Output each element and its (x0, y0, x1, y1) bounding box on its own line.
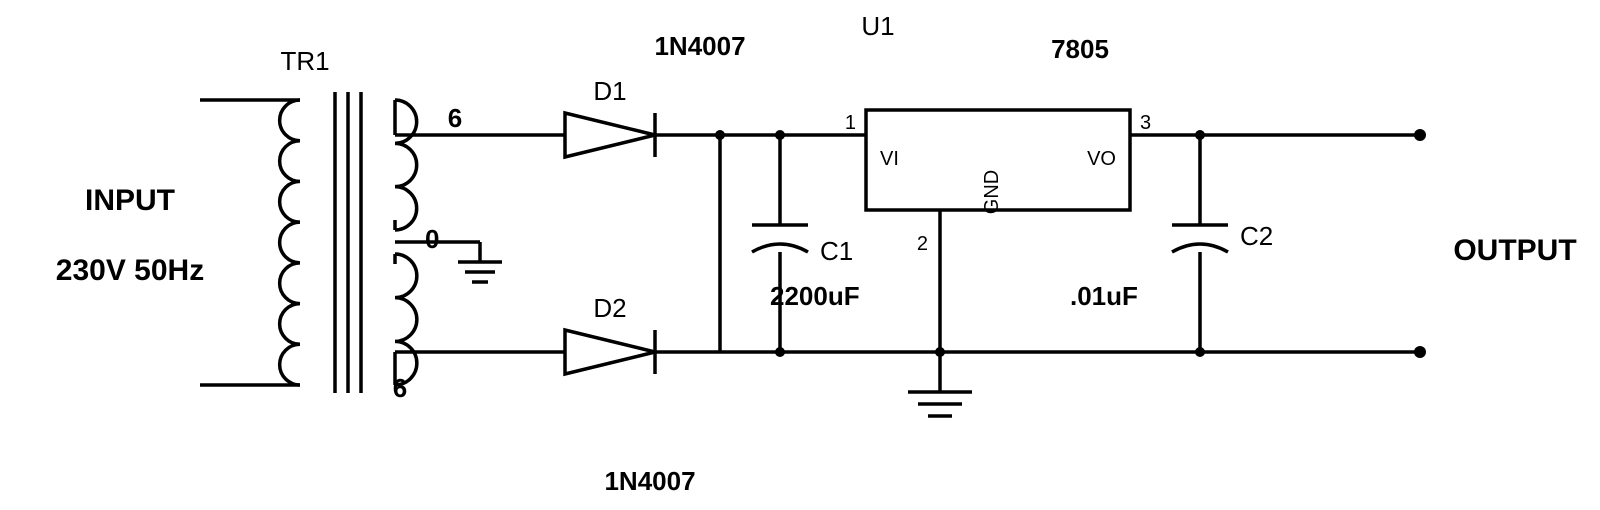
input-rating: 230V 50Hz (56, 254, 204, 287)
c1-val: 2200uF (770, 281, 860, 311)
input-title: INPUT (85, 184, 175, 217)
c1-ref: C1 (820, 236, 853, 266)
u1-vi: VI (880, 148, 899, 170)
pin1: 1 (845, 112, 856, 134)
u1-ref: U1 (861, 11, 894, 41)
u1-part: 7805 (1051, 34, 1109, 64)
d1-ref: D1 (593, 76, 626, 106)
c2-val: .01uF (1070, 281, 1138, 311)
tr1-ref: TR1 (280, 46, 329, 76)
u1-gnd: GND (981, 170, 1003, 214)
tap-center: 0 (425, 224, 439, 254)
regulator-u1: U1 7805 VI VO GND 1 3 2 (845, 11, 1151, 255)
output-title: OUTPUT (1453, 234, 1576, 267)
c2-ref: C2 (1240, 221, 1273, 251)
d2-ref: D2 (593, 293, 626, 323)
pin3: 3 (1140, 112, 1151, 134)
d2-part: 1N4007 (604, 466, 695, 496)
u1-vo: VO (1087, 148, 1116, 170)
transformer-tr1: TR1 6 0 6 (200, 46, 560, 403)
capacitor-c1: C1 2200uF (752, 130, 860, 357)
power-supply-schematic: INPUT 230V 50Hz OUTPUT TR1 6 0 6 D1 1N4007 D2 1N40… (0, 0, 1600, 510)
diode-d2: D2 1N4007 (560, 293, 696, 496)
d1-part: 1N4007 (654, 31, 745, 61)
tap-top: 6 (448, 103, 462, 133)
tap-bottom: 6 (393, 373, 407, 403)
pin2: 2 (917, 233, 928, 255)
